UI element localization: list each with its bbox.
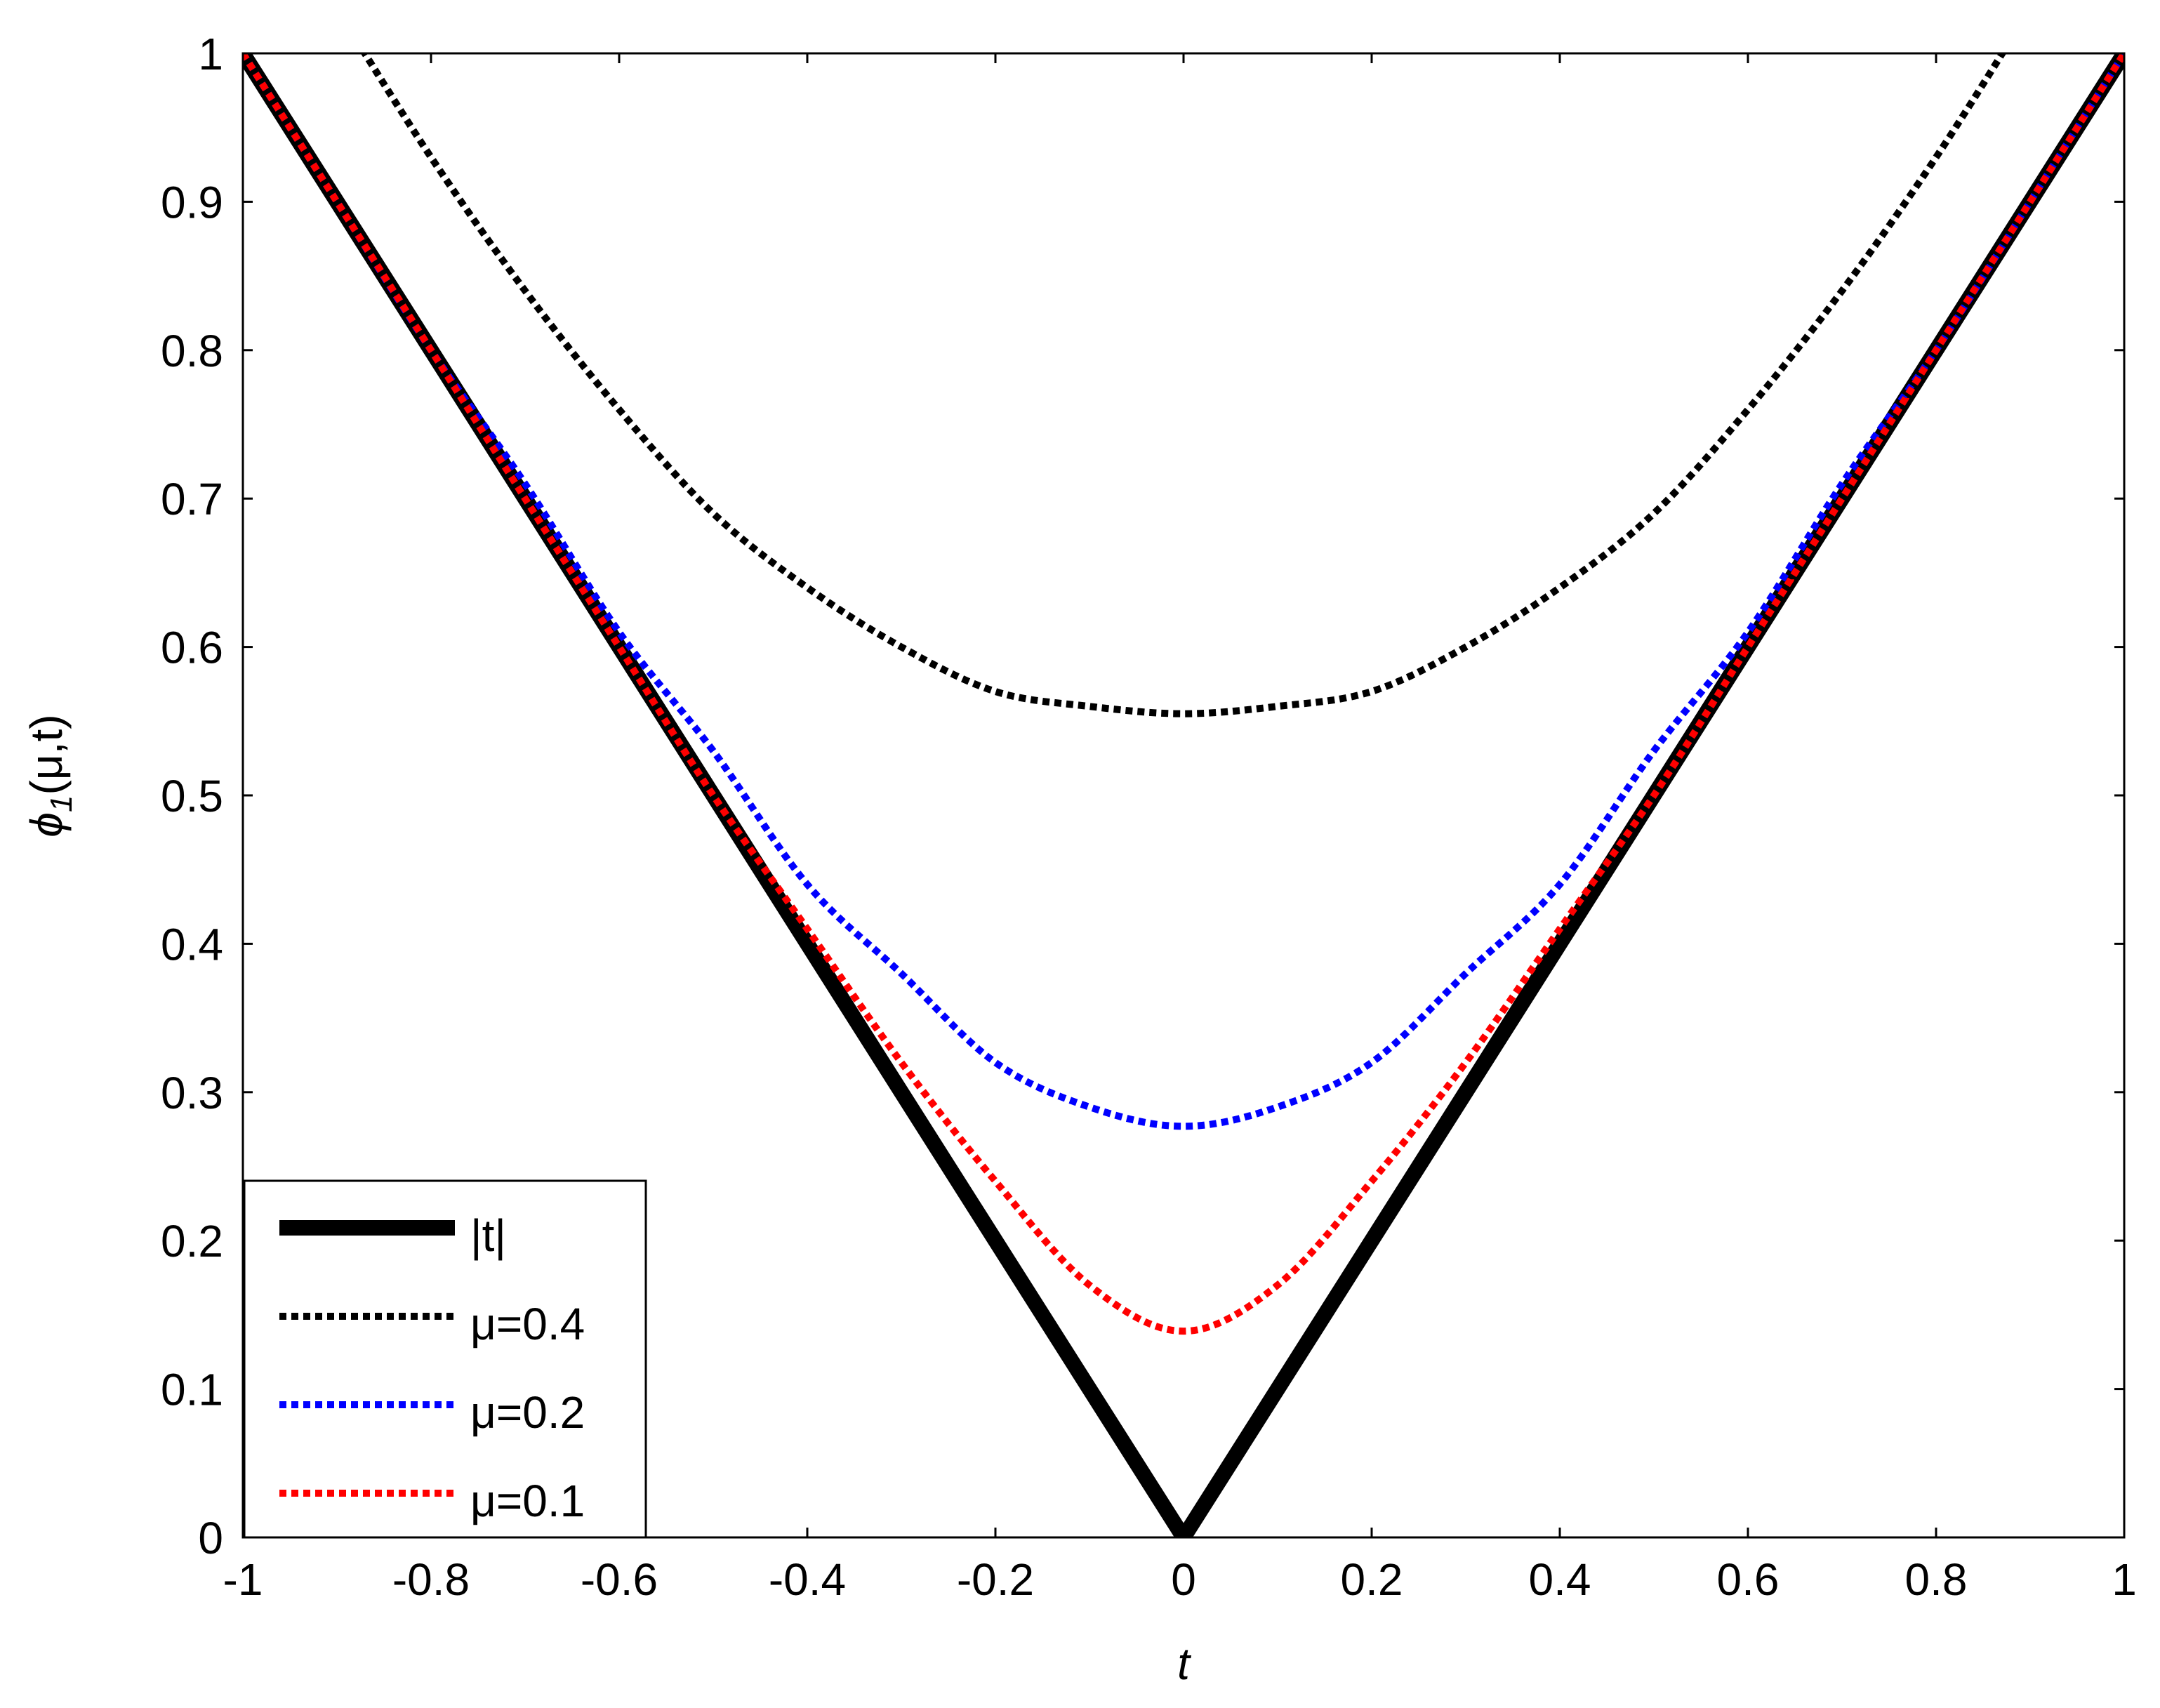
- x-tick-label: -0.8: [392, 1554, 470, 1605]
- x-tick-label: -0.6: [581, 1554, 658, 1605]
- y-tick-label: 0.8: [161, 326, 223, 376]
- x-tick-label: 1: [2112, 1554, 2137, 1605]
- x-tick-label: 0.4: [1529, 1554, 1591, 1605]
- x-tick-label: -0.2: [957, 1554, 1034, 1605]
- x-tick-label: 0.2: [1341, 1554, 1403, 1605]
- x-tick-label: -0.4: [769, 1554, 846, 1605]
- y-tick-label: 0.1: [161, 1365, 223, 1415]
- legend-box: [243, 1179, 647, 1539]
- y-tick-label: 0.2: [161, 1216, 223, 1266]
- x-tick-label: 0: [1171, 1554, 1196, 1605]
- y-tick-label: 0.3: [161, 1068, 223, 1118]
- y-tick-label: 0.9: [161, 177, 223, 227]
- legend-label: μ=0.2: [470, 1387, 585, 1438]
- x-tick-label: -1: [223, 1554, 263, 1605]
- series-line-2: [243, 53, 2124, 1130]
- legend-label: μ=0.1: [470, 1476, 585, 1526]
- y-axis-label: ϕ1(μ,t): [21, 714, 79, 837]
- legend-label: |t|: [470, 1210, 506, 1261]
- y-tick-label: 0.7: [161, 474, 223, 524]
- x-axis-label: t: [1177, 1639, 1191, 1689]
- y-tick-label: 0.4: [161, 919, 223, 969]
- legend-label: μ=0.4: [470, 1299, 585, 1349]
- x-tick-label: 0.8: [1905, 1554, 1968, 1605]
- y-tick-label: 0.6: [161, 623, 223, 673]
- y-tick-label: 0.5: [161, 771, 223, 821]
- legend: |t| μ=0.4 μ=0.2 μ=0.1: [243, 1179, 647, 1539]
- y-tick-label: 1: [198, 29, 223, 79]
- x-tick-label: 0.6: [1717, 1554, 1780, 1605]
- y-tick-label: 0: [198, 1513, 223, 1563]
- plot-area-frame: [241, 52, 2126, 1539]
- series-line-3: [243, 53, 2124, 1335]
